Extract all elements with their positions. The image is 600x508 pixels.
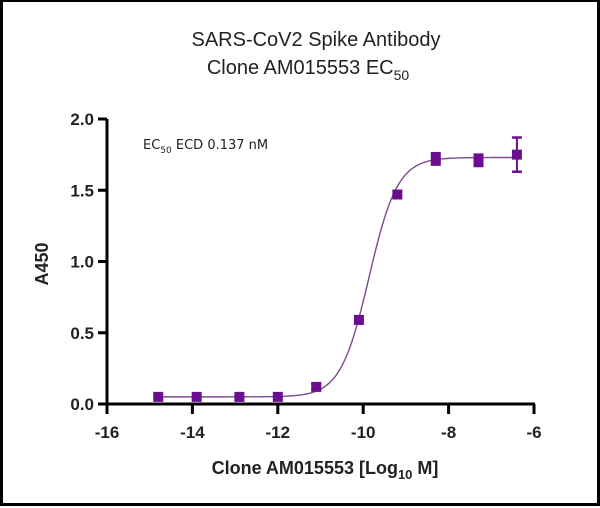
data-points — [153, 136, 522, 402]
y-tick-label: 2.0 — [70, 110, 94, 129]
y-axis: 0.0 0.5 1.0 1.5 2.0 — [70, 110, 109, 414]
data-point-square-marker — [392, 189, 403, 200]
ec50-annotation: EC50 ECD 0.137 nM — [143, 138, 268, 156]
data-point-square-marker — [511, 149, 522, 160]
x-tick-label: -12 — [266, 423, 291, 442]
chart-title: SARS-CoV2 Spike Antibody — [191, 29, 440, 51]
x-tick-label: -6 — [526, 423, 541, 442]
data-point-square-marker — [191, 391, 202, 402]
data-point-square-marker — [234, 391, 245, 402]
data-point-square-marker — [272, 391, 283, 402]
x-axis-title: Clone AM015553 [Log10 M] — [212, 458, 439, 482]
data-point-square-marker — [153, 391, 164, 402]
chart-subtitle: Clone AM015553 EC50 — [207, 57, 410, 83]
y-tick-label: 1.0 — [70, 253, 94, 272]
y-tick-label: 0.0 — [70, 395, 94, 414]
data-point-square-marker — [430, 153, 441, 164]
data-point-square-marker — [353, 314, 364, 325]
ec50-chart: SARS-CoV2 Spike Antibody Clone AM015553 … — [32, 29, 542, 482]
x-tick-label: -8 — [441, 423, 456, 442]
y-axis-title: A450 — [32, 242, 52, 285]
x-tick-label: -16 — [95, 423, 120, 442]
x-axis: -16 -14 -12 -10 -8 -6 — [95, 402, 542, 442]
x-tick-label: -10 — [351, 423, 376, 442]
fit-curve — [158, 156, 517, 398]
data-point-square-marker — [311, 381, 322, 392]
x-tick-label: -14 — [180, 423, 205, 442]
data-point-square-marker — [473, 155, 484, 166]
y-tick-label: 0.5 — [70, 324, 94, 343]
y-tick-label: 1.5 — [70, 181, 94, 200]
